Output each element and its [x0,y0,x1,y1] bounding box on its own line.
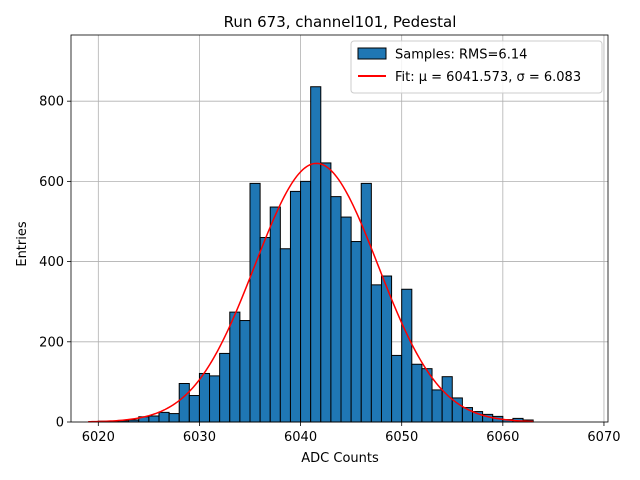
histogram-bar [198,372,211,423]
histogram-bar [269,206,281,423]
histogram-bar [209,375,221,423]
y-axis-ticks: 0 200 400 600 800 [39,95,71,431]
y-axis-label: Entries [15,221,30,267]
histogram-bar [239,320,251,423]
histogram-bar [259,237,271,423]
legend: Samples: RMS=6.14 Fit: μ = 6041.573, σ =… [350,40,603,94]
histogram-bar [249,182,261,423]
legend-bar-swatch [357,47,387,60]
x-tick-label: 6040 [284,430,317,445]
x-tick-label: 6070 [587,430,620,445]
x-tick-label: 6060 [486,430,519,445]
histogram-bar [219,352,231,423]
histogram-bar [279,248,291,423]
legend-samples-label: Samples: RMS=6.14 [395,48,527,63]
x-axis-ticks: 6020 6030 6040 6050 6060 6070 [82,422,621,445]
y-tick-label: 0 [56,416,64,431]
x-tick-label: 6030 [183,430,216,445]
histogram-bar [188,395,200,423]
histogram-bar [168,413,180,423]
x-tick-label: 6020 [82,430,115,445]
histogram-bar [300,180,312,423]
histogram-bar [148,415,160,423]
y-tick-label: 800 [39,95,64,110]
x-axis-label: ADC Counts [301,451,379,466]
histogram-bar [320,162,332,423]
histogram-bar [350,241,362,423]
y-tick-label: 200 [39,335,64,350]
legend-box [350,40,603,94]
histogram-bar [330,196,342,423]
histogram-bar [289,190,302,423]
axes-frame [70,34,609,423]
histogram-bar [401,288,413,423]
histogram-bar [360,182,372,423]
histogram-bar [391,354,403,423]
histogram-bar [229,311,241,423]
legend-fit-label: Fit: μ = 6041.573, σ = 6.083 [395,70,581,85]
histogram-bar [370,284,382,423]
y-tick-label: 400 [39,255,64,270]
histogram-bar [451,397,463,423]
histogram-bar [158,411,170,423]
histogram-bar [310,86,322,423]
y-tick-label: 600 [39,175,64,190]
histogram-bar [340,216,352,423]
histogram-bars [97,86,534,423]
histogram-bar [411,363,423,423]
gaussian-fit-line [88,162,534,423]
histogram-bar [380,275,393,423]
histogram-bar [431,389,443,423]
x-tick-label: 6050 [385,430,418,445]
histogram-bar [178,383,190,423]
histogram-bar [441,376,453,423]
chart-title: Run 673, channel101, Pedestal [224,13,457,31]
